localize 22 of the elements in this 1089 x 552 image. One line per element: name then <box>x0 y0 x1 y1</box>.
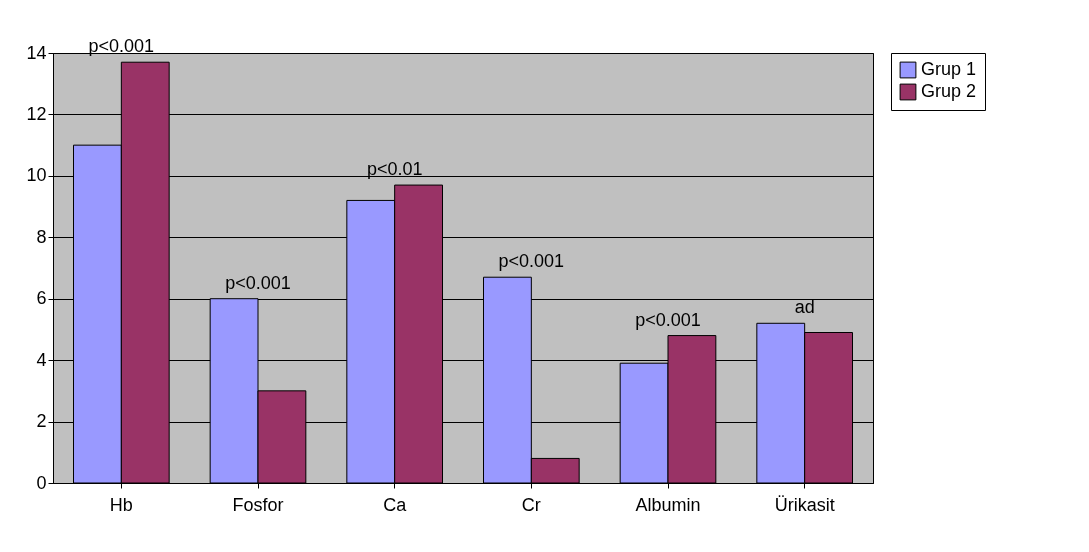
y-tick-label: 12 <box>26 103 47 124</box>
x-tick-label: Hb <box>109 494 133 515</box>
y-tick-label: 14 <box>26 42 47 63</box>
y-tick-label: 4 <box>36 349 47 370</box>
y-tick-label: 8 <box>36 226 47 247</box>
x-tick-label: Cr <box>521 494 541 515</box>
x-tick-label: Fosfor <box>232 494 284 515</box>
annotation: ad <box>794 297 815 318</box>
y-tick-label: 6 <box>36 288 47 309</box>
y-tick-label: 10 <box>26 165 47 186</box>
annotation: p<0.001 <box>88 36 155 57</box>
annotation: p<0.001 <box>225 272 291 293</box>
annotation: p<0.001 <box>635 309 701 330</box>
y-tick-label: 0 <box>36 472 47 493</box>
annotation: p<0.001 <box>498 251 565 272</box>
x-tick-label: Ürikasit <box>774 494 835 515</box>
x-tick-label: Ca <box>383 494 408 515</box>
y-tick-label: 2 <box>36 411 47 432</box>
legend-label: Grup 2 <box>921 81 977 101</box>
annotation: p<0.01 <box>366 159 423 180</box>
legend-label: Grup 1 <box>921 59 977 79</box>
x-tick-label: Albumin <box>635 494 701 515</box>
